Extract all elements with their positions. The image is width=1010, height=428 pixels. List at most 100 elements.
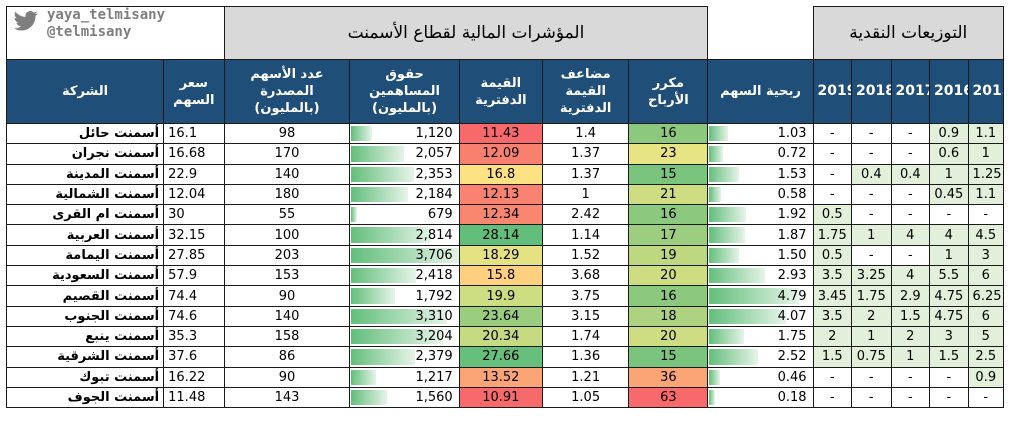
dist-2015-cell: 2.5	[967, 346, 1005, 368]
dist-2017-cell: 4	[890, 265, 931, 287]
book-value-cell: 12.13	[458, 183, 543, 206]
equity-cell-value: 1,792	[415, 288, 453, 304]
company-cell: أسمنت القصيم	[5, 285, 165, 307]
book-value-cell: 12.34	[458, 204, 543, 226]
eps-cell-value: 0.72	[777, 146, 807, 162]
pb-cell: 1.37	[541, 143, 630, 165]
data-bar	[351, 186, 409, 203]
dist-2018-cell: 1	[851, 325, 892, 348]
dist-2015-cell: -	[967, 204, 1005, 226]
shares-cell: 100	[223, 224, 351, 246]
shares-cell: 140	[223, 305, 351, 327]
dist-2016-cell: -	[929, 366, 969, 388]
dist-2015-cell: 0.9	[967, 366, 1005, 388]
shares-cell: 90	[223, 285, 351, 307]
twitter-bird-icon	[14, 11, 38, 31]
shares-cell: 140	[223, 163, 351, 185]
data-bar	[709, 207, 747, 223]
eps-cell: 1.03	[707, 122, 814, 145]
dist-2016-cell: -	[929, 204, 969, 226]
eps-cell-value: 2.52	[777, 349, 807, 365]
table-row: أسمنت الجنوب 74.6 140 3,310 23.64 3.15 18 4.07 3…	[5, 305, 1005, 327]
pb-cell: 1.05	[541, 386, 630, 409]
header-year-2019: 2019	[812, 59, 853, 124]
pe-cell: 15	[628, 346, 709, 368]
eps-cell-value: 1.03	[777, 126, 807, 142]
company-cell: أسمنت ام القرى	[5, 204, 165, 226]
eps-cell: 0.46	[707, 366, 814, 388]
dist-2018-cell: -	[851, 244, 892, 267]
dist-2019-cell: 0.5	[812, 204, 853, 226]
data-bar	[709, 247, 740, 264]
dist-2019-cell: 3.45	[812, 285, 853, 307]
eps-cell-value: 1.87	[777, 227, 807, 243]
table-row: أسمنت ام القرى 30 55 679 12.34 2.42 16 1.92 0.5-…	[5, 204, 1005, 226]
table-row: أسمنت الشمالية 12.04 180 2,184 12.13 1 21 0.58-…	[5, 183, 1005, 206]
company-cell: أسمنت ينبع	[5, 325, 165, 348]
header-year-2015: 2015	[967, 59, 1005, 124]
price-cell: 12.04	[163, 183, 225, 206]
book-value-cell: 19.9	[458, 285, 543, 307]
company-cell: أسمنت نجران	[5, 143, 165, 165]
company-cell: أسمنت الشمالية	[5, 183, 165, 206]
equity-cell-value: 2,184	[415, 187, 453, 203]
data-bar	[351, 126, 373, 142]
equity-cell: 2,379	[349, 346, 460, 368]
data-bar	[709, 146, 724, 162]
header-pe: مكرر الأرباح	[628, 59, 709, 124]
eps-cell: 2.93	[707, 265, 814, 287]
dist-2017-cell: 2	[890, 325, 931, 348]
company-cell: أسمنت اليمامة	[5, 244, 165, 267]
data-bar	[709, 268, 766, 284]
dist-2018-cell: -	[851, 122, 892, 145]
title-gap	[707, 6, 814, 60]
eps-cell-value: 1.53	[777, 166, 807, 182]
price-cell: 22.9	[163, 163, 225, 185]
data-bar	[709, 389, 716, 406]
dist-2019-cell: 3.5	[812, 305, 853, 327]
dist-2016-cell: 4	[929, 224, 969, 246]
dist-2016-cell: 0.9	[929, 122, 969, 145]
company-cell: أسمنت المدينة	[5, 163, 165, 185]
data-bar	[709, 328, 745, 345]
dist-2017-cell: -	[890, 244, 931, 267]
header-year-2016: 2016	[929, 59, 969, 124]
eps-cell: 2.52	[707, 346, 814, 368]
dist-2015-cell: 6.25	[967, 285, 1005, 307]
dist-2015-cell: 1	[967, 143, 1005, 165]
equity-cell: 3,310	[349, 305, 460, 327]
shares-cell: 170	[223, 143, 351, 165]
book-value-cell: 10.91	[458, 386, 543, 409]
handle-name: yaya_telmisany	[47, 7, 166, 24]
header-year-2018: 2018	[851, 59, 892, 124]
pb-cell: 1.4	[541, 122, 630, 145]
spreadsheet: yaya_telmisany @telmisany المؤشرات المال…	[5, 6, 1005, 422]
pe-cell: 20	[628, 325, 709, 348]
pe-cell: 21	[628, 183, 709, 206]
shares-cell: 98	[223, 122, 351, 145]
pb-cell: 1.74	[541, 325, 630, 348]
equity-cell: 2,184	[349, 183, 460, 206]
dist-2017-cell: -	[890, 143, 931, 165]
price-cell: 16.68	[163, 143, 225, 165]
dist-2017-cell: -	[890, 386, 931, 409]
equity-cell: 679	[349, 204, 460, 226]
pb-cell: 3.68	[541, 265, 630, 287]
table-row: أسمنت العربية 32.15 100 2,814 28.14 1.14 17 1.8…	[5, 224, 1005, 246]
book-value-cell: 13.52	[458, 366, 543, 388]
dist-2017-cell: 1	[890, 346, 931, 368]
dist-2017-cell: 4	[890, 224, 931, 246]
book-value-cell: 18.29	[458, 244, 543, 267]
dist-2018-cell: -	[851, 386, 892, 409]
pe-cell: 23	[628, 143, 709, 165]
company-cell: أسمنت العربية	[5, 224, 165, 246]
eps-cell-value: 1.75	[777, 329, 807, 345]
book-value-cell: 28.14	[458, 224, 543, 246]
dist-2016-cell: -	[929, 386, 969, 409]
data-bar	[351, 247, 459, 264]
shares-cell: 203	[223, 244, 351, 267]
data-bar	[351, 308, 448, 324]
dist-2018-cell: -	[851, 204, 892, 226]
pe-cell: 16	[628, 122, 709, 145]
dist-2019-cell: -	[812, 366, 853, 388]
